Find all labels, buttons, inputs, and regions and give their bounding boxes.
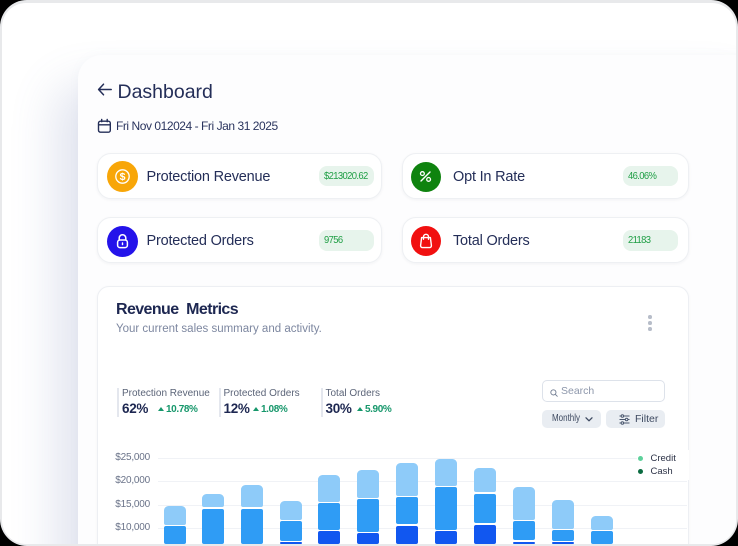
svg-text:$: $ [120,171,126,183]
